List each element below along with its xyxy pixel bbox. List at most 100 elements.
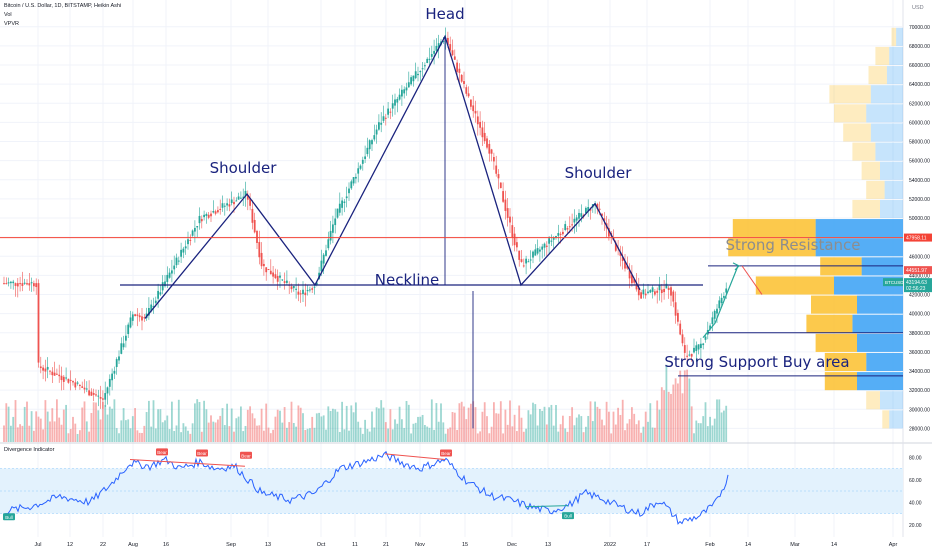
candle-body bbox=[260, 252, 263, 267]
candle-body bbox=[180, 249, 182, 257]
candle-body bbox=[690, 353, 693, 357]
volume-bar bbox=[343, 429, 346, 442]
divergence-signal-tag bbox=[156, 448, 168, 456]
volume-bar bbox=[46, 411, 49, 442]
x-tick-label: 17 bbox=[644, 542, 650, 548]
candle-body bbox=[672, 291, 675, 302]
volume-bar bbox=[621, 399, 624, 442]
volume-bar bbox=[159, 409, 162, 442]
candle-body bbox=[177, 260, 180, 262]
candle-body bbox=[311, 288, 314, 290]
candle-body bbox=[115, 359, 118, 368]
candle-body bbox=[131, 314, 134, 321]
candle-body bbox=[557, 233, 560, 236]
volume-bar bbox=[274, 416, 277, 442]
projection-red-leg bbox=[741, 265, 763, 295]
candle-body bbox=[419, 70, 422, 73]
candle-body bbox=[210, 213, 212, 217]
volume-bar bbox=[205, 409, 208, 442]
volume-profile-down-bar bbox=[880, 161, 903, 180]
volume-bar bbox=[42, 429, 44, 442]
volume-bar bbox=[120, 420, 123, 442]
candle-body bbox=[479, 121, 481, 128]
volume-bar bbox=[697, 423, 700, 442]
volume-bar bbox=[182, 423, 185, 442]
candle-body bbox=[426, 58, 429, 63]
x-tick-label: 22 bbox=[100, 542, 106, 548]
candle-body bbox=[196, 226, 199, 228]
candle-body bbox=[552, 237, 555, 240]
volume-bar bbox=[246, 409, 249, 442]
volume-bar bbox=[189, 433, 192, 442]
candle-body bbox=[601, 213, 603, 216]
volume-bar bbox=[506, 424, 509, 442]
candle-body bbox=[152, 306, 155, 308]
volume-bar bbox=[90, 412, 93, 442]
volume-bar bbox=[573, 425, 576, 442]
volume-profile-down-bar bbox=[870, 123, 903, 142]
candle-body bbox=[543, 243, 546, 248]
candle-body bbox=[281, 279, 284, 281]
volume-bar bbox=[7, 406, 10, 442]
volume-bar bbox=[391, 429, 394, 442]
volume-bar bbox=[115, 428, 118, 442]
bear-divergence-line bbox=[384, 453, 446, 460]
candle-body bbox=[159, 292, 162, 295]
volume-bar bbox=[410, 433, 412, 442]
candle-body bbox=[518, 250, 521, 260]
volume-bar bbox=[253, 418, 256, 442]
candle-body bbox=[148, 308, 150, 316]
candle-body bbox=[453, 56, 456, 60]
candle-body bbox=[359, 165, 362, 169]
volume-bar bbox=[364, 419, 366, 442]
candle-body bbox=[447, 37, 449, 45]
candle-body bbox=[35, 283, 38, 288]
volume-profile-up-bar bbox=[882, 410, 890, 429]
volume-bar bbox=[322, 415, 325, 442]
volume-bar bbox=[426, 426, 429, 442]
candle-body bbox=[198, 215, 201, 224]
volume-bar bbox=[79, 430, 81, 442]
candle-body bbox=[493, 157, 495, 162]
candle-body bbox=[253, 219, 256, 233]
volume-bar bbox=[10, 425, 12, 442]
volume-profile-down-bar bbox=[880, 199, 903, 219]
y-tick-label: 60000.00 bbox=[909, 120, 930, 126]
candle-body bbox=[352, 177, 355, 184]
volume-bar bbox=[288, 422, 291, 442]
x-tick-label: Sep bbox=[226, 542, 236, 548]
volume-bar bbox=[21, 425, 24, 442]
volume-bar bbox=[309, 428, 311, 442]
candle-body bbox=[670, 287, 672, 296]
volume-bar bbox=[654, 427, 656, 442]
candle-body bbox=[5, 283, 8, 285]
candle-body bbox=[244, 190, 247, 197]
candle-body bbox=[644, 293, 647, 296]
support-label: Strong Support Buy area bbox=[664, 353, 849, 371]
countdown-tag: 02:56:23 bbox=[906, 286, 926, 292]
volume-profile-up-bar bbox=[843, 123, 871, 142]
candle-body bbox=[391, 103, 394, 109]
candle-body bbox=[74, 382, 77, 388]
candle-body bbox=[382, 116, 385, 121]
volume-profile-up-bar bbox=[815, 333, 857, 352]
volume-bar bbox=[637, 420, 640, 442]
axes: 28000.00 30000.00 32000.00 34000.00 36000.00… bbox=[34, 25, 932, 548]
candle-body bbox=[99, 397, 102, 399]
candle-body bbox=[191, 230, 194, 236]
volume-bar bbox=[200, 431, 203, 442]
volume-bar bbox=[108, 406, 111, 442]
volume-bar bbox=[449, 427, 452, 442]
x-tick-label: 14 bbox=[745, 542, 751, 548]
candle-body bbox=[309, 289, 311, 291]
candle-body bbox=[329, 230, 332, 241]
volume-bar bbox=[720, 412, 723, 442]
candle-body bbox=[322, 254, 325, 264]
volume-bar bbox=[265, 403, 268, 442]
volume-bar bbox=[539, 409, 541, 442]
candle-body bbox=[421, 68, 424, 70]
volume-bar bbox=[518, 405, 521, 442]
volume-profile-up-bar bbox=[891, 27, 897, 46]
candle-body bbox=[541, 246, 544, 250]
